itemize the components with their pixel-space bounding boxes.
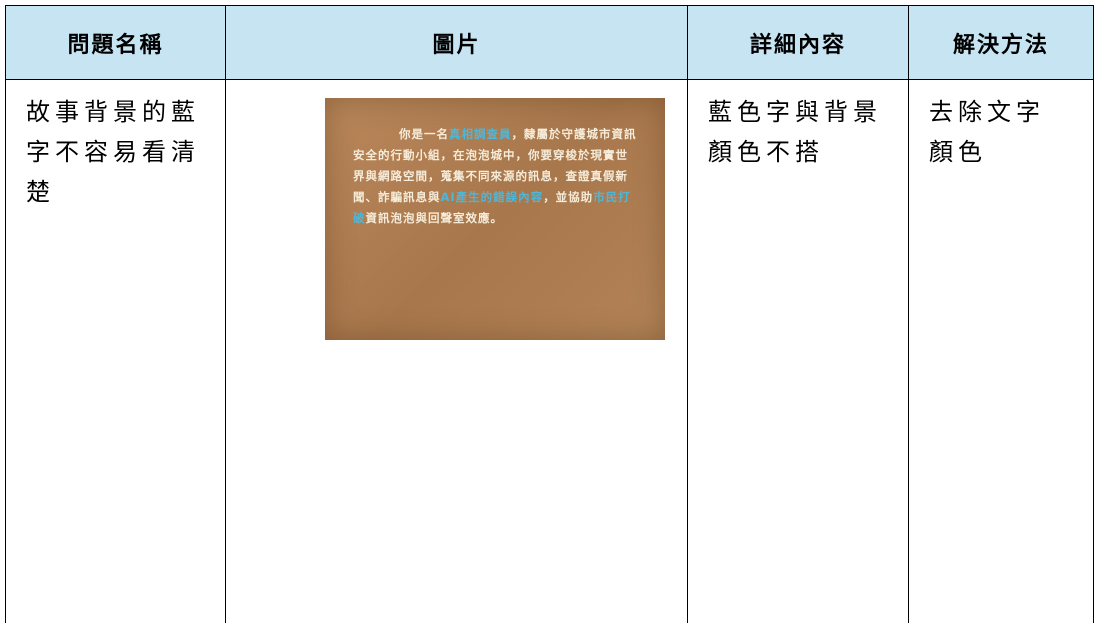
image-text-segment: 資訊泡泡與回聲室效應。	[365, 211, 503, 225]
body-cell: 故事背景的藍字不容易看清楚	[5, 80, 225, 623]
body-cell: 去除文字顏色	[908, 80, 1094, 623]
header-cell: 詳細內容	[687, 5, 908, 80]
image-text-highlight: 真相調查員	[449, 127, 512, 141]
header-cell: 圖片	[225, 5, 687, 80]
body-cell: 藍色字與背景顏色不搭	[687, 80, 908, 623]
image-text-segment: ，並協助	[543, 190, 594, 204]
image-text-segment: 你是一名	[399, 127, 449, 141]
image-text-segment: ，隸屬於守護城市資訊安全的行動小組，在泡泡城中，你要穿梭於現實世界與網路空間，蒐…	[353, 127, 637, 204]
image-text-highlight: AI產生的錯誤內容	[440, 190, 544, 204]
header-cell: 問題名稱	[5, 5, 225, 80]
story-image: 你是一名真相調查員，隸屬於守護城市資訊安全的行動小組，在泡泡城中，你要穿梭於現實…	[325, 98, 665, 340]
body-cell	[225, 80, 687, 623]
image-text: 你是一名真相調查員，隸屬於守護城市資訊安全的行動小組，在泡泡城中，你要穿梭於現實…	[353, 124, 638, 229]
header-cell: 解決方法	[908, 5, 1094, 80]
image-text-highlight: 市民打破	[353, 190, 631, 225]
